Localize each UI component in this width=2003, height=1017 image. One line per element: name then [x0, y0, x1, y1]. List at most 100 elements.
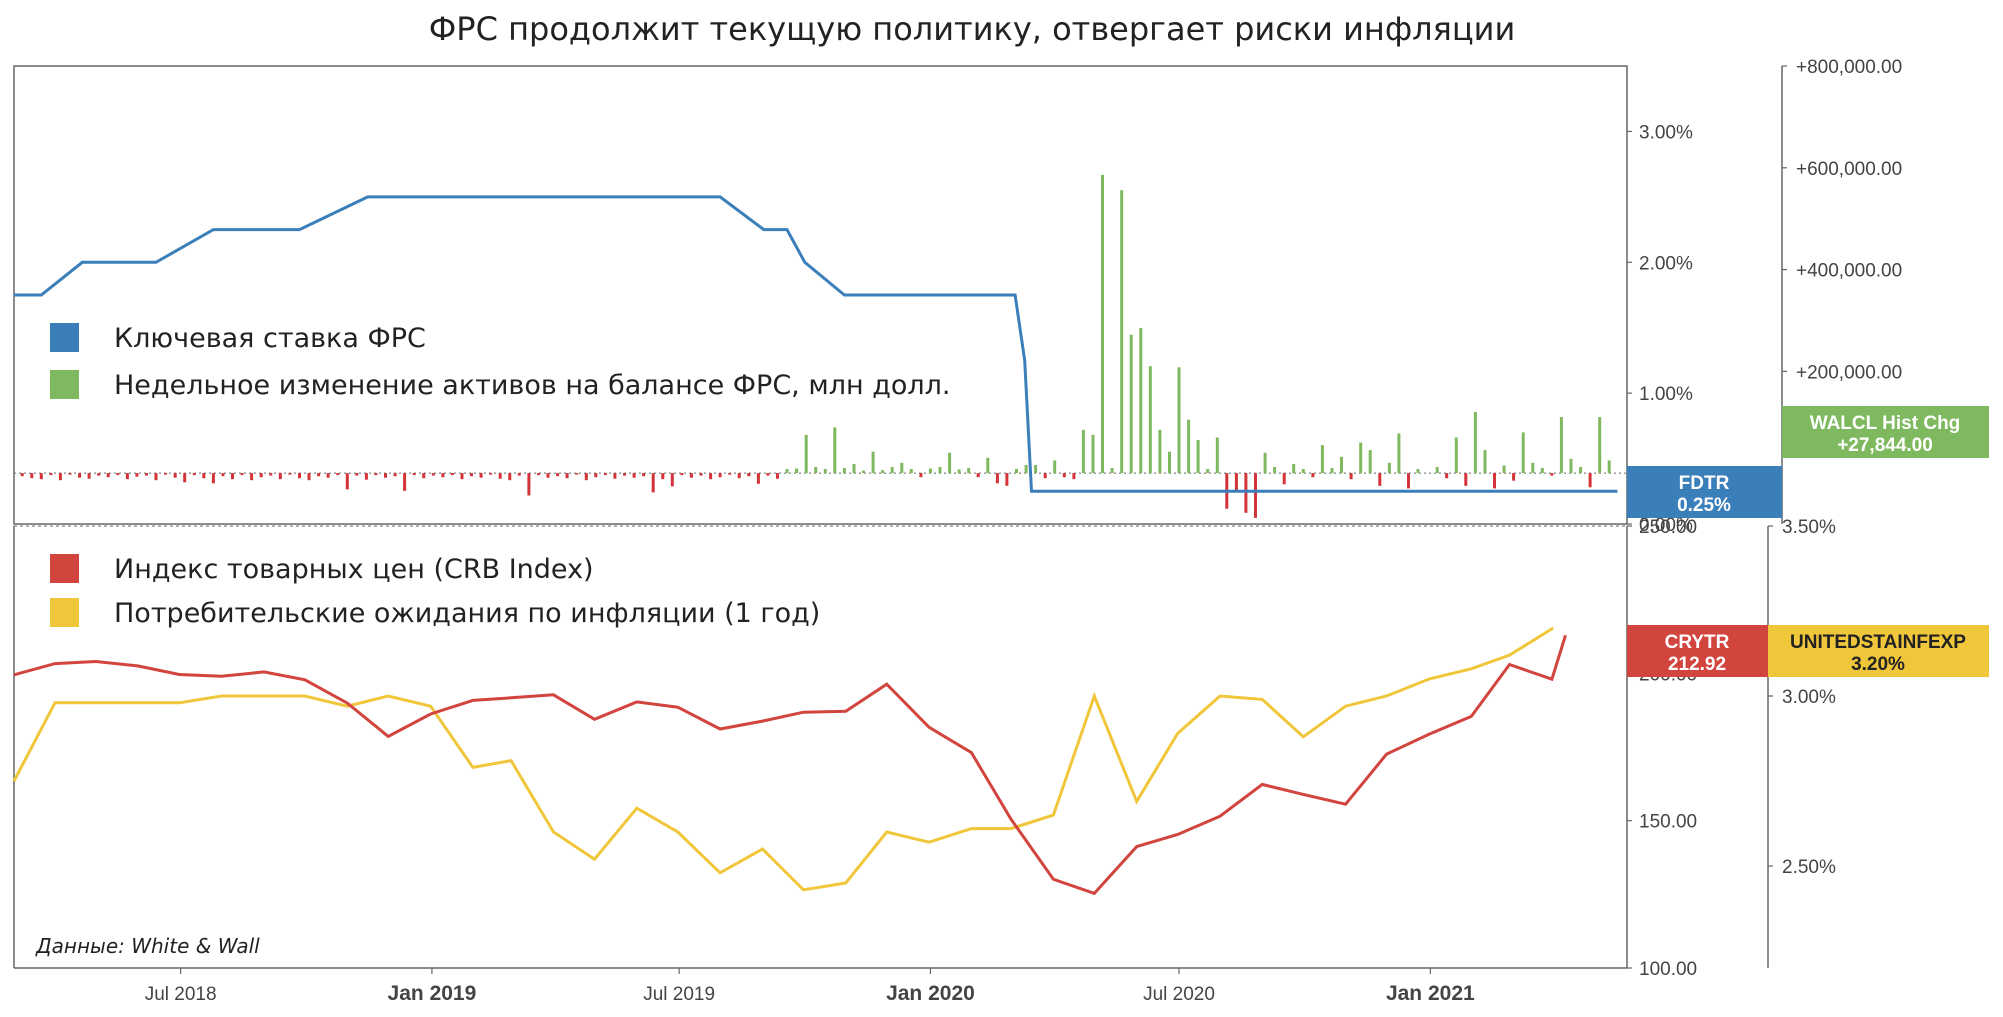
walcl-bar — [470, 473, 473, 477]
walcl-bar — [1129, 334, 1133, 474]
walcl-bar — [1607, 460, 1611, 474]
walcl-bar — [288, 473, 292, 475]
walcl-bar — [709, 473, 713, 480]
y-tick-label: +400,000.00 — [1796, 261, 1902, 282]
walcl-bar — [250, 473, 254, 481]
walcl-bar — [1550, 473, 1554, 476]
walcl-bar — [1034, 465, 1038, 474]
badge-inflation-value: 3.20% — [1851, 654, 1905, 675]
walcl-bar — [1053, 460, 1057, 474]
walcl-bars — [20, 174, 1611, 518]
walcl-bar — [527, 473, 531, 496]
badge-crytr-bg — [1627, 625, 1768, 677]
walcl-bar — [192, 473, 196, 476]
walcl-bar — [1234, 473, 1238, 491]
walcl-bar — [441, 473, 445, 478]
y-tick-label: 250.00 — [1639, 517, 1697, 538]
walcl-bar — [1493, 473, 1496, 489]
walcl-bar — [517, 473, 521, 476]
walcl-bar — [384, 473, 387, 478]
legend-item-fdtr: Ключевая ставка ФРС — [50, 323, 426, 354]
x-tick-label: Jan 2021 — [1386, 982, 1475, 1005]
walcl-bar — [967, 468, 971, 474]
walcl-bar — [852, 464, 856, 474]
walcl-bar — [479, 473, 483, 478]
walcl-bar — [642, 473, 646, 477]
legend-item-crb: Индекс товарных цен (CRB Index) — [50, 554, 594, 585]
badge-fdtr: FDTR 0.25% — [1627, 466, 1782, 518]
walcl-bar — [1015, 469, 1018, 474]
walcl-bar — [173, 473, 177, 478]
badge-inflation: UNITEDSTAINFEXP 3.20% — [1768, 625, 1989, 677]
walcl-bar — [1569, 458, 1573, 474]
walcl-bar — [776, 473, 779, 479]
walcl-bar — [211, 473, 215, 484]
walcl-bar — [125, 473, 129, 480]
walcl-bar — [565, 473, 569, 479]
walcl-bar — [1349, 473, 1353, 480]
walcl-bar — [1454, 437, 1458, 474]
y-tick-label: 2.00% — [1639, 253, 1693, 274]
walcl-bar — [240, 473, 244, 476]
walcl-bar — [508, 473, 512, 481]
walcl-bar — [326, 473, 330, 478]
walcl-bar — [336, 473, 340, 476]
walcl-axis-ticks: +200,000.00 +400,000.00 +600,000.00 +800,00… — [1782, 57, 1902, 383]
walcl-bar — [307, 473, 311, 481]
badge-walcl-name: WALCL Hist Chg — [1810, 413, 1961, 434]
walcl-bar — [145, 473, 148, 476]
walcl-bar — [1273, 467, 1277, 474]
walcl-bar — [345, 473, 349, 490]
badge-fdtr-bg — [1627, 466, 1782, 518]
walcl-bar — [317, 473, 321, 477]
x-tick-label: Jul 2019 — [643, 984, 715, 1005]
y-tick-label: +800,000.00 — [1796, 57, 1902, 78]
walcl-bar — [661, 473, 665, 480]
walcl-bar — [1081, 429, 1085, 474]
badge-fdtr-value: 0.25% — [1677, 495, 1731, 516]
walcl-bar — [795, 468, 799, 474]
x-axis-ticks: Jul 2018 Jan 2019 Jul 2019 Jan 2020 Jul 2020… — [145, 968, 1475, 1005]
y-tick-label: 3.50% — [1782, 517, 1836, 538]
badge-inflation-bg — [1768, 625, 1989, 677]
walcl-bar — [900, 462, 904, 474]
walcl-bar — [1464, 473, 1468, 486]
walcl-bar — [957, 469, 961, 474]
walcl-bar — [68, 473, 72, 475]
walcl-bar — [259, 473, 263, 478]
y-tick-label: 0.00% — [1639, 515, 1693, 536]
walcl-bar — [1177, 367, 1181, 474]
y-tick-label: 3.00% — [1782, 687, 1836, 708]
walcl-bar — [154, 473, 158, 481]
walcl-bar — [1397, 433, 1401, 474]
walcl-bar — [87, 473, 91, 479]
walcl-bar — [116, 473, 120, 476]
walcl-bar — [1483, 450, 1487, 474]
walcl-bar — [890, 467, 894, 474]
walcl-bar — [1378, 473, 1382, 486]
badge-crytr: CRYTR 212.92 — [1627, 625, 1768, 677]
walcl-bar — [1024, 465, 1028, 474]
walcl-bar — [699, 473, 703, 476]
walcl-bar — [737, 473, 741, 479]
y-tick-label: 3.00% — [1639, 122, 1693, 143]
walcl-bar — [862, 470, 865, 474]
walcl-bar — [431, 473, 435, 476]
fdtr-line — [14, 195, 1618, 493]
fdtr-axis-ticks: 0.00% 1.00% 2.00% 3.00% — [1627, 122, 1693, 536]
walcl-bar — [594, 473, 598, 478]
walcl-bar — [231, 473, 234, 480]
walcl-bar — [39, 473, 43, 480]
walcl-bar — [842, 468, 846, 474]
walcl-bar — [756, 473, 760, 484]
legend-label-walcl: Недельное изменение активов на балансе Ф… — [114, 370, 951, 401]
walcl-bar — [20, 473, 24, 477]
inflation-axis-ticks: 2.50% 3.00% 3.50% — [1768, 517, 1836, 878]
walcl-bar — [269, 473, 273, 476]
walcl-bar — [909, 469, 913, 474]
walcl-bar — [651, 473, 655, 493]
badge-walcl: WALCL Hist Chg +27,844.00 — [1782, 406, 1989, 458]
walcl-bar — [986, 457, 990, 474]
legend-item-walcl: Недельное изменение активов на балансе Ф… — [50, 370, 951, 401]
